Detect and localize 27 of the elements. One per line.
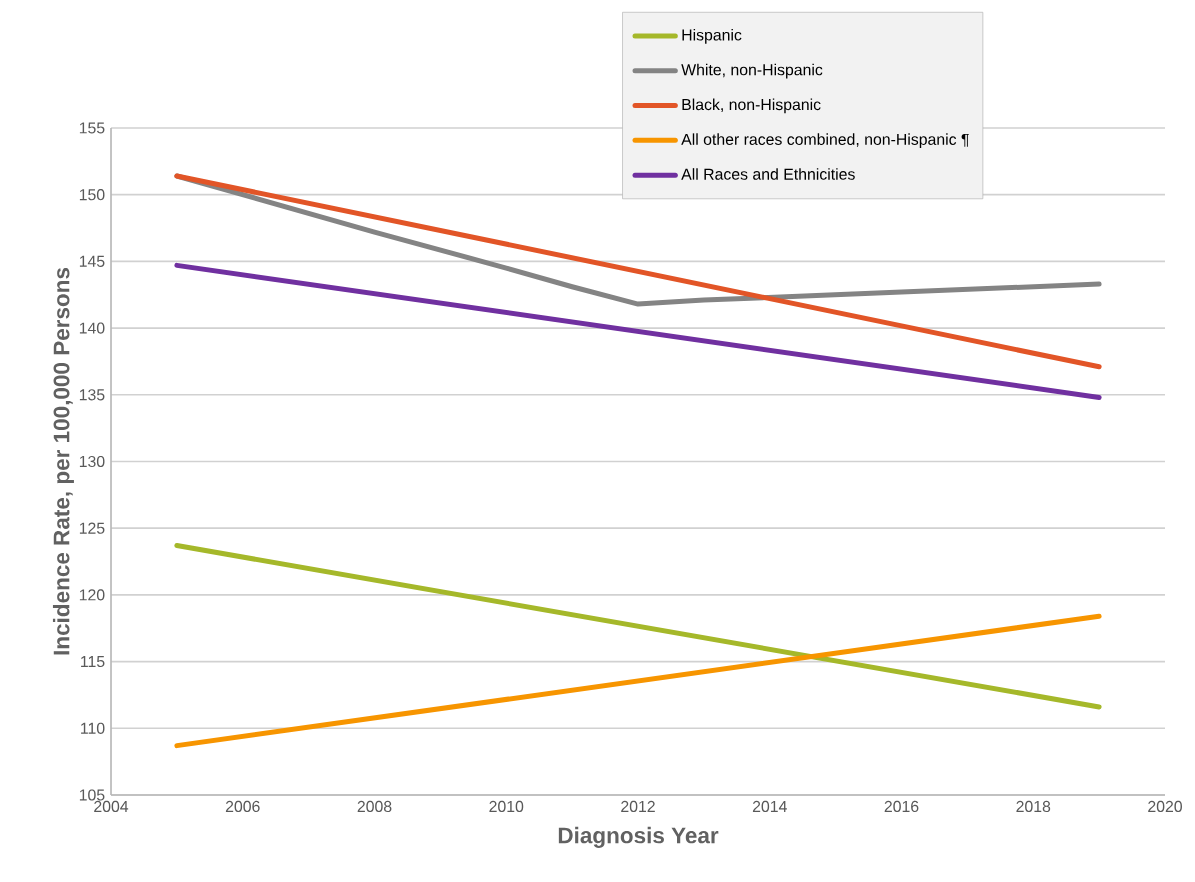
y-tick-label: 120 (79, 589, 105, 601)
y-tick-label: 115 (81, 656, 105, 668)
x-tick-label: 2010 (489, 800, 524, 813)
x-tick-label: 2004 (94, 800, 129, 813)
y-tick-label: 110 (81, 722, 105, 734)
x-tick-label: 2018 (1016, 800, 1051, 813)
x-tick-label: 2012 (621, 800, 655, 813)
x-tick-label: 2014 (752, 800, 787, 813)
x-axis-title: Diagnosis Year (558, 826, 719, 848)
y-tick-label: 155 (79, 122, 105, 134)
x-tick-label: 2006 (225, 800, 260, 813)
legend-label: White, non-Hispanic (681, 63, 823, 79)
legend-label: Hispanic (682, 28, 742, 44)
y-tick-label: 130 (79, 455, 105, 468)
legend-label: All Races and Ethnicities (681, 168, 855, 180)
x-tick-label: 2008 (357, 800, 392, 813)
legend-label: All other races combined, non-Hispanic ¶ (681, 133, 969, 149)
y-tick-label: 150 (79, 189, 105, 201)
legend-label: Black, non-Hispanic (682, 98, 821, 114)
x-tick-label: 2020 (1148, 800, 1182, 813)
y-tick-label: 105 (79, 789, 105, 801)
y-tick-label: 135 (79, 389, 105, 401)
y-tick-label: 140 (79, 322, 105, 334)
y-tick-label: 145 (79, 255, 105, 267)
x-tick-label: 2016 (884, 800, 919, 813)
y-tick-label: 125 (79, 522, 105, 534)
y-axis-title: Incidence Rate, per 100,000 Persons (52, 267, 74, 655)
